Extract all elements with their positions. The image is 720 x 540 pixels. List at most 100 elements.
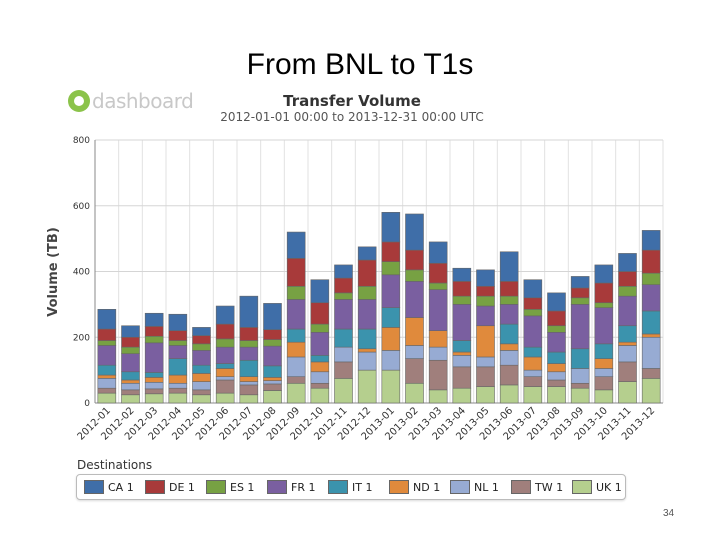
bar-segment <box>310 387 330 404</box>
bar-segment <box>476 325 495 358</box>
bar-segment <box>405 281 424 318</box>
bar-segment <box>428 330 448 348</box>
y-tick-label: 600 <box>73 202 90 212</box>
bar-segment <box>215 368 235 378</box>
bar-segment <box>452 355 472 368</box>
legend-item: NL 1 <box>450 480 499 494</box>
legend-swatch <box>450 480 470 494</box>
legend-swatch <box>145 480 165 494</box>
dashboard-logo-text: dashboard <box>92 89 194 113</box>
bar-segment <box>192 350 211 366</box>
bar-segment <box>594 389 614 404</box>
bar-segment <box>618 325 637 343</box>
bar-segment <box>144 326 164 337</box>
bar-segment <box>215 346 235 364</box>
bar-segment <box>192 343 211 351</box>
bar-segment <box>215 379 235 394</box>
bar-segment <box>334 292 353 300</box>
bar-segment <box>192 394 211 404</box>
bar-segment <box>239 327 259 341</box>
bar-segment <box>452 366 472 389</box>
bar-segment <box>357 369 377 404</box>
legend-item: ES 1 <box>206 480 254 494</box>
bar-segment <box>547 310 566 327</box>
bar-segment <box>97 328 117 341</box>
bar-segment <box>215 376 235 381</box>
bar-segment <box>428 289 448 331</box>
bar-segment <box>192 364 211 374</box>
bar-segment <box>286 356 306 378</box>
bar-segment <box>357 351 377 371</box>
bar-segment <box>144 393 164 404</box>
legend-item: UK 1 <box>572 480 622 494</box>
bar-segment <box>286 376 306 384</box>
bar-segment <box>263 303 282 330</box>
bar-segment <box>405 249 424 271</box>
legend-label: CA 1 <box>108 480 134 494</box>
bar-segment <box>452 340 472 353</box>
bar-segment <box>334 328 353 348</box>
bar-segment <box>192 389 211 396</box>
bar-segment <box>405 345 424 359</box>
bar-segment <box>310 323 330 333</box>
bar-segment <box>286 341 306 358</box>
legend-label: ND 1 <box>413 480 441 494</box>
bar-segment <box>121 379 140 384</box>
bar-segment <box>405 269 424 282</box>
bar-segment <box>286 299 306 330</box>
bar-segment <box>310 355 330 363</box>
bar-segment <box>547 332 566 353</box>
bar-segment <box>618 381 637 404</box>
bar-segment <box>310 332 330 356</box>
bar-segment <box>594 264 614 284</box>
legend-label: DE 1 <box>169 480 195 494</box>
bar-segment <box>144 342 164 373</box>
bar-segment <box>547 351 566 364</box>
bar-segment <box>405 382 424 404</box>
y-axis-label: Volume (TB) <box>46 227 61 317</box>
bar-segment <box>334 361 353 379</box>
bar-segment <box>310 302 330 325</box>
bar-segment <box>239 340 259 348</box>
bar-segment <box>97 392 117 404</box>
bar-segment <box>476 386 495 404</box>
bar-segment <box>168 358 188 376</box>
bar-segment <box>452 387 472 404</box>
legend-title: Destinations <box>77 458 153 472</box>
bar-segment <box>594 302 614 308</box>
bar-segment <box>499 295 519 305</box>
dashboard-logo-icon <box>68 90 90 112</box>
bar-segment <box>381 261 401 276</box>
bar-segment <box>263 339 282 347</box>
legend-item: FR 1 <box>267 480 315 494</box>
bar-segment <box>144 335 164 344</box>
bar-segment <box>239 359 259 378</box>
legend-label: IT 1 <box>352 480 373 494</box>
bar-segment <box>286 231 306 259</box>
legend-swatch <box>511 480 531 494</box>
bar-segment <box>310 361 330 373</box>
bar-segment <box>618 295 637 327</box>
legend-swatch <box>267 480 287 494</box>
slide-title: From BNL to T1s <box>246 48 474 81</box>
bar-segment <box>239 394 259 404</box>
bar-segment <box>144 381 164 390</box>
bar-segment <box>97 378 117 389</box>
bar-segment <box>97 387 117 394</box>
bar-segment <box>499 323 519 345</box>
bar-segment <box>263 365 282 378</box>
bar-segment <box>263 383 282 391</box>
bar-segment <box>523 356 543 371</box>
bar-segment <box>499 350 519 366</box>
bar-segment <box>334 299 353 330</box>
bar-segment <box>263 329 282 340</box>
bar-segment <box>121 371 140 381</box>
legend-label: ES 1 <box>230 480 255 494</box>
legend-swatch <box>84 480 104 494</box>
bar-segment <box>547 371 566 381</box>
bar-segment <box>641 336 661 369</box>
bar-segment <box>310 371 330 384</box>
bar-segment <box>405 213 424 251</box>
bar-segment <box>570 297 590 305</box>
bar-segment <box>263 345 282 367</box>
